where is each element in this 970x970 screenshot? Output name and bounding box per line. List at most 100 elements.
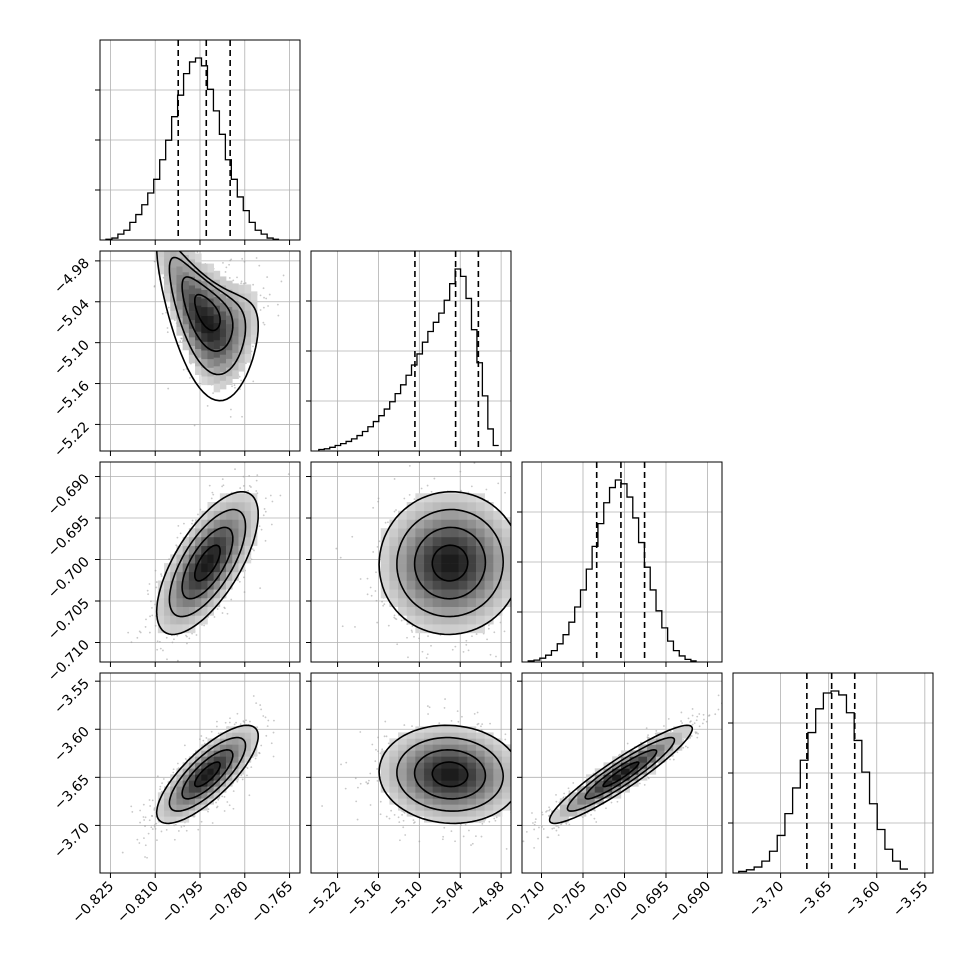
density-block: [232, 750, 239, 757]
density-block: [250, 510, 258, 520]
scatter-point: [191, 519, 194, 522]
density-block: [441, 545, 451, 555]
scatter-point: [381, 748, 384, 751]
scatter-point: [465, 643, 468, 646]
scatter-point: [465, 639, 468, 642]
scatter-point: [252, 380, 255, 383]
density-block: [182, 810, 190, 817]
density-block: [201, 615, 208, 625]
scatter-point: [186, 642, 188, 645]
density-block: [484, 597, 494, 607]
scatter-point: [279, 494, 282, 497]
density-block: [415, 606, 425, 616]
density-block: [213, 383, 221, 393]
density-block: [182, 792, 190, 799]
density-block: [458, 519, 468, 529]
scatter-point: [241, 257, 244, 260]
density-block: [182, 289, 190, 299]
scatter-point: [241, 778, 244, 781]
density-block: [201, 774, 208, 781]
density-block: [493, 510, 503, 520]
scatter-point: [183, 744, 186, 747]
scatter-point: [198, 738, 201, 741]
density-block: [219, 554, 227, 564]
density-block: [213, 288, 221, 298]
density-block: [226, 375, 233, 385]
panels-layer: −3.70 −3.65 −3.60 −3.55−5.22−5.16−5.10−5.04…: [45, 39, 934, 926]
density-block: [182, 615, 190, 625]
density-block: [467, 597, 477, 607]
density-block: [458, 580, 468, 590]
scatter-point: [159, 785, 162, 788]
scatter-point: [265, 734, 268, 737]
scatter-point: [241, 415, 243, 418]
scatter-point: [399, 839, 401, 842]
density-block: [164, 792, 171, 799]
density-block: [182, 315, 190, 325]
density-block: [250, 528, 258, 538]
scatter-point: [215, 801, 217, 804]
density-block: [450, 545, 459, 555]
density-block: [475, 597, 485, 607]
scatter-point: [179, 532, 182, 535]
scatter-point: [150, 600, 152, 603]
density-block: [182, 786, 190, 793]
scatter-point: [186, 635, 188, 638]
scatter-point: [403, 497, 406, 500]
scatter-point: [162, 649, 164, 652]
density-block: [164, 258, 171, 268]
density-block: [232, 756, 239, 763]
scatter-point: [239, 487, 242, 489]
density-block: [415, 519, 425, 529]
scatter-point: [418, 637, 420, 640]
density-block: [244, 319, 252, 329]
histogram-panel-1: [95, 39, 301, 245]
density-block: [232, 326, 239, 336]
joint-frame: [310, 461, 512, 663]
density-block: [164, 284, 171, 294]
scatter-point: [231, 385, 233, 388]
density-block: [195, 288, 202, 298]
density-block: [415, 589, 425, 599]
density-block: [441, 510, 451, 520]
density-block: [232, 768, 239, 775]
density-block: [232, 318, 239, 328]
density-block: [244, 726, 252, 733]
scatter-point: [351, 535, 354, 538]
density-block: [406, 536, 416, 546]
contour-line: [378, 490, 511, 636]
density-block: [219, 293, 227, 303]
scatter-point: [147, 832, 150, 835]
density-block: [484, 563, 494, 573]
density-block: [398, 563, 408, 573]
density-block: [188, 311, 196, 321]
density-block: [195, 554, 202, 564]
scatter-point: [207, 810, 209, 813]
density-block: [207, 786, 214, 793]
density-block: [484, 606, 494, 616]
scatter-point: [210, 730, 213, 733]
scatter-point: [393, 510, 396, 513]
scatter-point: [264, 497, 267, 500]
scatter-point: [148, 583, 151, 585]
density-block: [458, 571, 468, 581]
density-block: [219, 371, 227, 381]
density-block: [201, 554, 208, 564]
density-block: [441, 519, 451, 529]
scatter-point: [443, 707, 446, 709]
density-block: [219, 302, 227, 312]
density-block: [207, 756, 214, 763]
contour-line: [413, 526, 487, 600]
density-block: [157, 798, 165, 805]
density-block: [188, 810, 196, 817]
density-block: [182, 597, 190, 607]
scatter-point: [205, 737, 208, 739]
density-block: [238, 519, 245, 529]
scatter-point: [384, 521, 387, 524]
density-block: [182, 251, 190, 255]
scatter-point: [467, 649, 470, 652]
density-block: [195, 357, 202, 367]
density-block: [201, 528, 208, 538]
scatter-point: [156, 640, 159, 643]
density-block: [450, 597, 459, 607]
